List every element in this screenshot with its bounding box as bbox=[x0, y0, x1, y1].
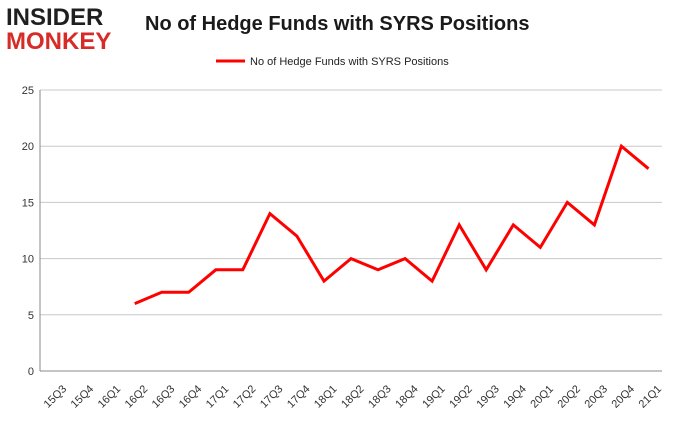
x-tick-label: 20Q2 bbox=[555, 383, 583, 411]
x-tick-label: 16Q1 bbox=[96, 383, 124, 411]
x-tick-label: 17Q1 bbox=[204, 383, 232, 411]
x-tick-label: 18Q1 bbox=[312, 383, 340, 411]
logo-line-2: MONKEY bbox=[6, 28, 112, 55]
series-line bbox=[134, 143, 650, 305]
x-tick-label: 16Q3 bbox=[150, 383, 178, 411]
y-tick-label: 5 bbox=[28, 310, 34, 322]
y-tick-label: 0 bbox=[28, 366, 34, 378]
y-tick-label: 20 bbox=[22, 141, 34, 153]
y-tick-label: 15 bbox=[22, 197, 34, 209]
grid-lines bbox=[40, 89, 662, 316]
x-tick-label: 19Q3 bbox=[474, 383, 502, 411]
x-tick-label: 17Q2 bbox=[231, 383, 259, 411]
x-tick-label: 20Q3 bbox=[583, 383, 611, 411]
x-tick-label: 16Q4 bbox=[177, 383, 205, 411]
x-tick-label: 19Q1 bbox=[420, 383, 448, 411]
x-tick-labels: 15Q3 15Q4 16Q1 16Q2 16Q3 16Q4 17Q1 17Q2 17Q3 17Q4… bbox=[42, 383, 664, 411]
y-tick-labels: 0 5 10 15 20 25 bbox=[22, 85, 34, 378]
x-tick-label: 16Q2 bbox=[123, 383, 151, 411]
series-lines bbox=[134, 143, 650, 305]
legend-label: No of Hedge Funds with SYRS Positions bbox=[250, 56, 449, 68]
x-tick-label: 19Q2 bbox=[447, 383, 475, 411]
y-tick-label: 25 bbox=[22, 85, 34, 97]
x-tick-label: 18Q2 bbox=[339, 383, 367, 411]
insider-monkey-logo: INSIDER MONKEY bbox=[6, 6, 126, 56]
x-tick-label: 20Q1 bbox=[528, 383, 556, 411]
x-tick-label: 19Q4 bbox=[501, 383, 529, 411]
axes bbox=[39, 90, 662, 372]
legend: No of Hedge Funds with SYRS Positions bbox=[216, 56, 449, 68]
logo-line-1: INSIDER bbox=[6, 4, 104, 31]
x-tick-label: 15Q3 bbox=[42, 383, 70, 411]
x-tick-label: 20Q4 bbox=[610, 383, 638, 411]
x-tick-label: 15Q4 bbox=[69, 383, 97, 411]
x-tick-label: 21Q1 bbox=[637, 383, 665, 411]
x-tick-label: 18Q4 bbox=[393, 383, 421, 411]
x-tick-label: 17Q3 bbox=[258, 383, 286, 411]
chart-title: No of Hedge Funds with SYRS Positions bbox=[145, 13, 530, 35]
y-tick-label: 10 bbox=[22, 254, 34, 266]
x-tick-label: 18Q3 bbox=[366, 383, 394, 411]
x-tick-label: 17Q4 bbox=[285, 383, 313, 411]
